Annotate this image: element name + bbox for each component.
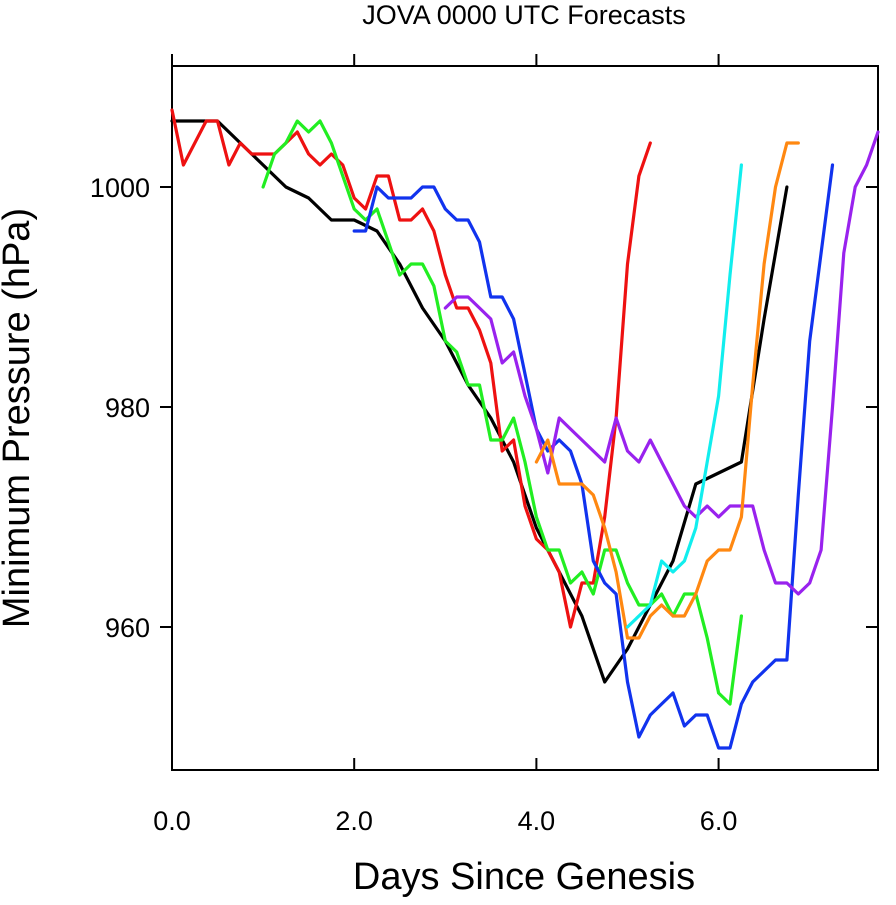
- x-axis-label: Days Since Genesis: [353, 856, 695, 898]
- y-tick-label: 980: [105, 393, 150, 423]
- series-line-4: [352, 163, 835, 750]
- x-tick-label: 2.0: [335, 806, 373, 836]
- series-line-6: [534, 141, 800, 640]
- x-tick-label: 4.0: [518, 806, 556, 836]
- series-line-3: [261, 119, 744, 706]
- series-line-5: [443, 130, 880, 596]
- y-axis-label: Minimum Pressure (hPa): [0, 208, 38, 628]
- series-line-7: [625, 163, 744, 629]
- x-tick-label: 6.0: [700, 806, 738, 836]
- y-tick-labels: 960 980 1000: [90, 173, 150, 643]
- chart-title: JOVA 0000 UTC Forecasts: [362, 0, 686, 30]
- axis-ticks: [160, 54, 878, 770]
- series-group: [170, 108, 880, 750]
- y-tick-label: 1000: [90, 173, 150, 203]
- series-line-2: [170, 108, 652, 629]
- plot-frame: [171, 65, 879, 771]
- x-tick-label: 0.0: [153, 806, 191, 836]
- x-tick-labels: 0.0 2.0 4.0 6.0: [153, 806, 737, 836]
- y-tick-label: 960: [105, 613, 150, 643]
